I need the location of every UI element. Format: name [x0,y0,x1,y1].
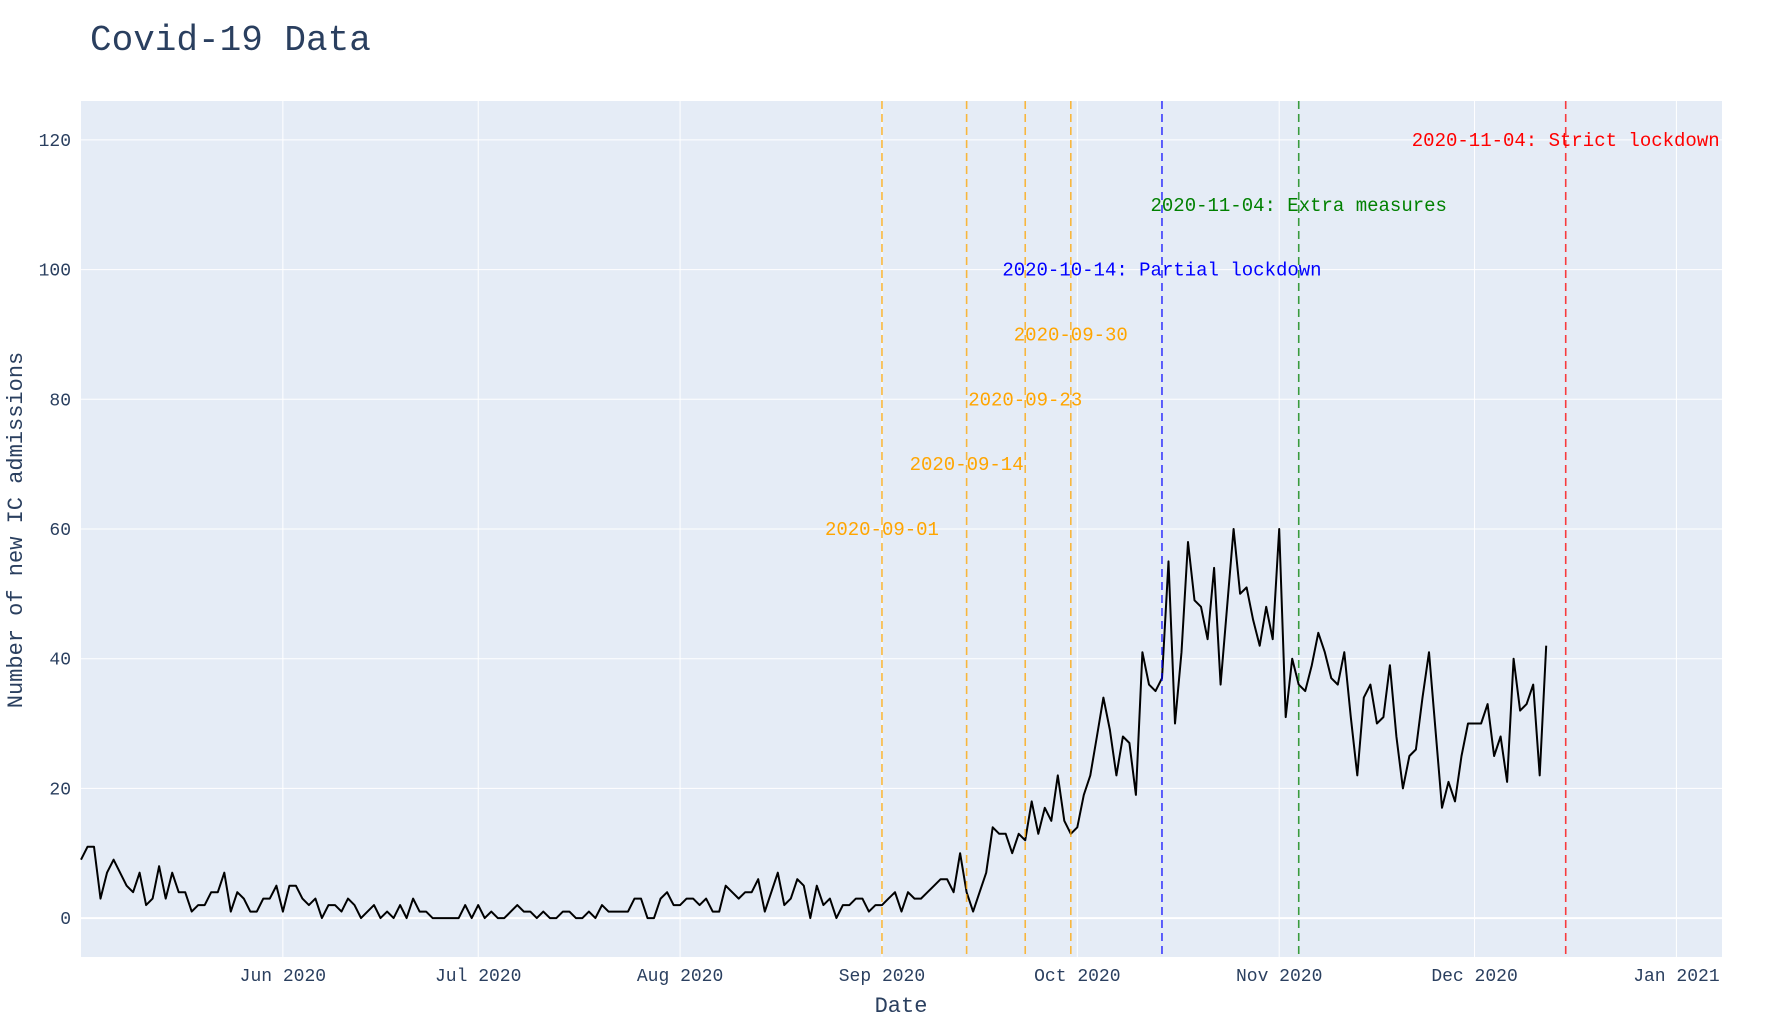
annotation-label: 2020-09-14 [910,454,1024,476]
annotation-label: 2020-11-04: Strict lockdown [1412,130,1720,152]
x-axis-label: Date [875,994,928,1019]
annotation-label: 2020-09-30 [1014,324,1128,346]
annotation-label: 2020-09-01 [825,519,939,541]
y-tick-label: 120 [39,132,71,152]
annotation-label: 2020-10-14: Partial lockdown [1002,260,1321,282]
x-tick-label: Jun 2020 [240,967,326,987]
y-tick-label: 100 [39,262,71,282]
y-tick-label: 40 [49,651,71,671]
chart-title: Covid-19 Data [90,20,371,61]
plot-area: 0 20 40 60 80 100 120 Jun 2020 Jul 2020 Aug 2020 S… [39,101,1722,987]
x-tick-label: Jul 2020 [435,967,521,987]
annotation-label: 2020-11-04: Extra measures [1150,195,1446,217]
y-tick-label: 60 [49,521,71,541]
y-axis-label: Number of new IC admissions [4,352,29,708]
y-tick-label: 0 [60,910,71,930]
x-tick-label: Aug 2020 [637,967,723,987]
series-line [80,528,1548,920]
y-tick-label: 80 [49,391,71,411]
x-tick-label: Jan 2021 [1633,967,1719,987]
y-tick-label: 20 [49,780,71,800]
x-tick-label: Dec 2020 [1431,967,1517,987]
x-tick-label: Sep 2020 [839,967,925,987]
x-tick-label: Nov 2020 [1236,967,1322,987]
x-tick-label: Oct 2020 [1034,967,1120,987]
annotation-label: 2020-09-23 [968,389,1082,411]
